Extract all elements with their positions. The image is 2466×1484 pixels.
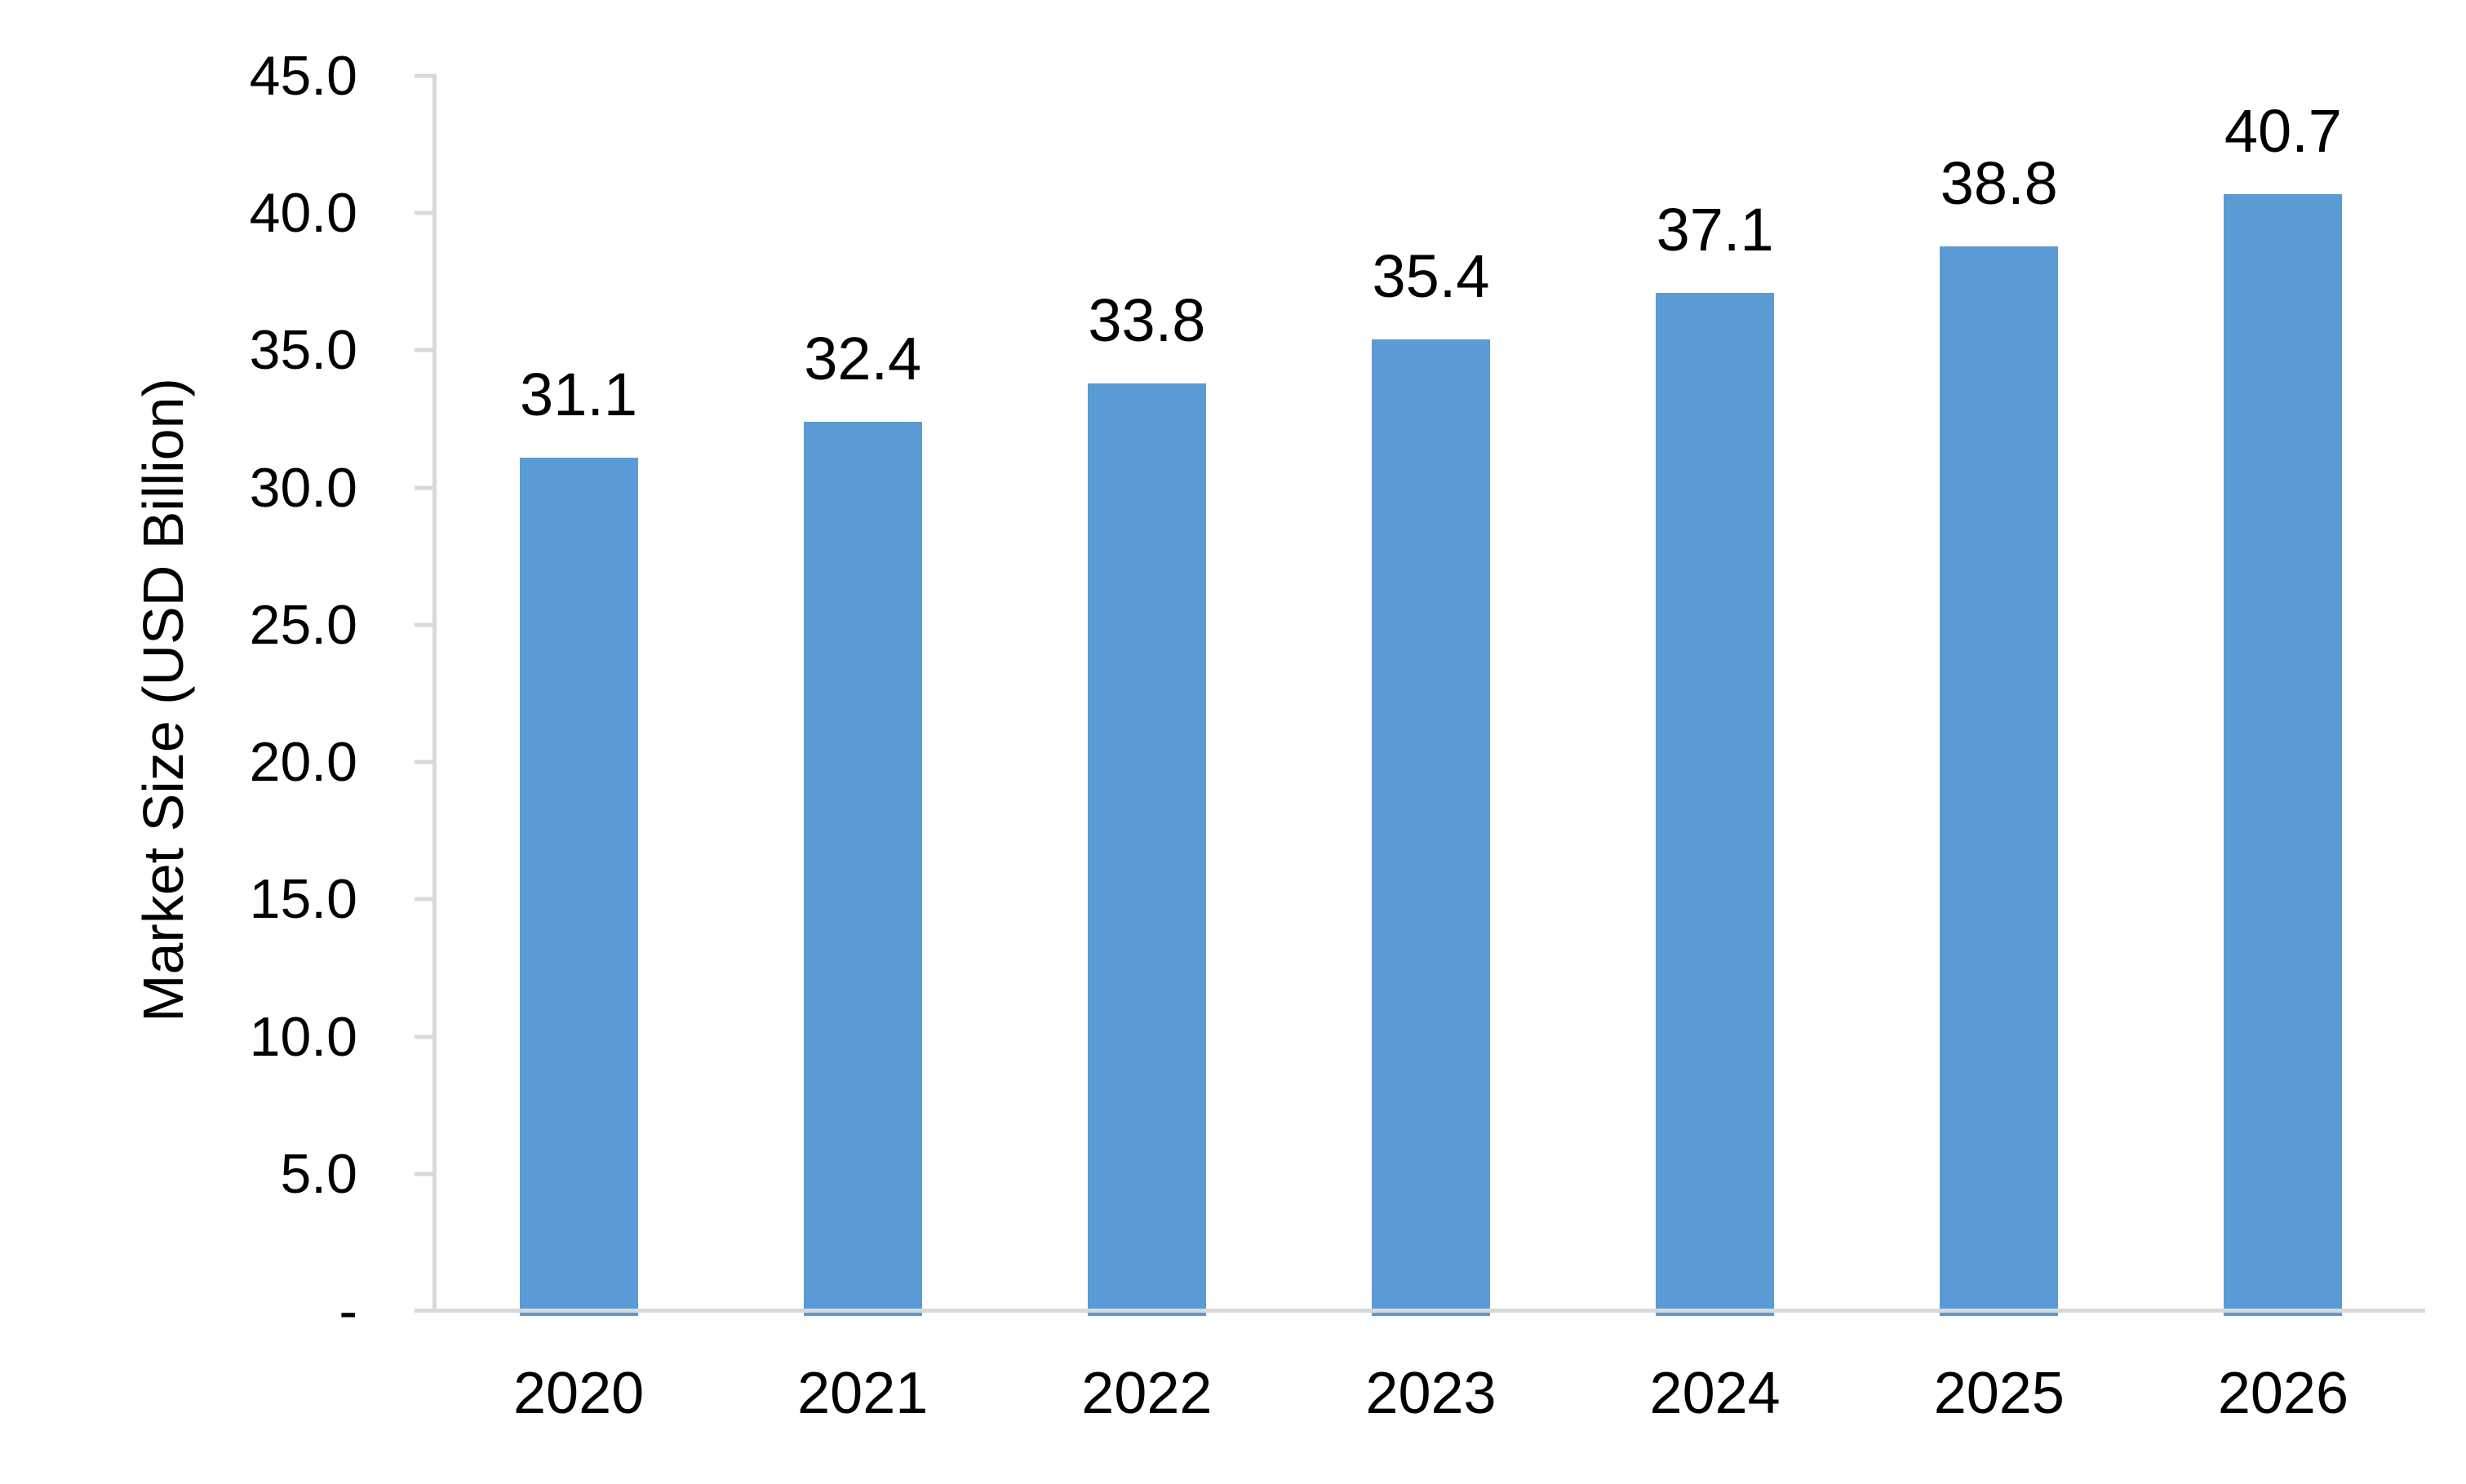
plot-area: 45.0 40.0 35.0 30.0 25.0 20.0 15.0 10.0 5.0 - 31.… — [250, 48, 2425, 1423]
bar-value-label: 37.1 — [1656, 195, 1774, 264]
y-axis-title: Market Size (USD Billion) — [131, 378, 195, 1022]
x-category-label: 2022 — [1081, 1361, 1213, 1426]
x-category-label: 2021 — [797, 1361, 929, 1426]
y-tick-label: 30.0 — [249, 456, 357, 519]
bar-2023 — [1372, 339, 1490, 1316]
y-tick-mark — [415, 73, 437, 78]
x-axis-line — [415, 1309, 2425, 1313]
y-tick-label: 20.0 — [249, 731, 357, 794]
y-tick-label: 25.0 — [249, 593, 357, 656]
bar-value-label: 38.8 — [1940, 148, 2058, 217]
y-tick-mark — [415, 210, 437, 215]
y-tick-mark — [415, 485, 437, 490]
y-tick-label: 40.0 — [249, 182, 357, 245]
bar-value-label: 33.8 — [1088, 286, 1206, 354]
x-category-label: 2025 — [1933, 1361, 2065, 1426]
bar-2021 — [803, 421, 922, 1316]
bar-2020 — [519, 457, 638, 1316]
y-tick-mark — [415, 897, 437, 901]
bar-value-label: 40.7 — [2224, 96, 2342, 165]
y-axis-line — [432, 76, 437, 1311]
y-tick-mark — [415, 760, 437, 764]
y-tick-label: 15.0 — [249, 868, 357, 931]
bar-value-label: 31.1 — [520, 360, 638, 428]
y-tick-label: 45.0 — [249, 45, 357, 107]
y-tick-mark — [415, 1034, 437, 1039]
y-tick-label: 35.0 — [249, 319, 357, 382]
y-tick-mark — [415, 622, 437, 627]
x-category-label: 2020 — [512, 1361, 645, 1426]
x-category-label: 2023 — [1365, 1361, 1497, 1426]
bar-2024 — [1656, 292, 1775, 1316]
y-tick-mark — [415, 1172, 437, 1176]
y-tick-label: 10.0 — [249, 1005, 357, 1068]
bar-2022 — [1087, 383, 1206, 1316]
x-category-label: 2024 — [1649, 1361, 1781, 1426]
y-tick-label: 5.0 — [280, 1142, 357, 1205]
y-tick-label: - — [339, 1280, 357, 1342]
bar-2026 — [2224, 193, 2343, 1316]
bar-value-label: 35.4 — [1372, 242, 1490, 310]
bar-2025 — [1940, 246, 2059, 1316]
x-category-label: 2026 — [2217, 1361, 2349, 1426]
y-tick-mark — [415, 348, 437, 352]
bar-value-label: 32.4 — [804, 324, 922, 392]
